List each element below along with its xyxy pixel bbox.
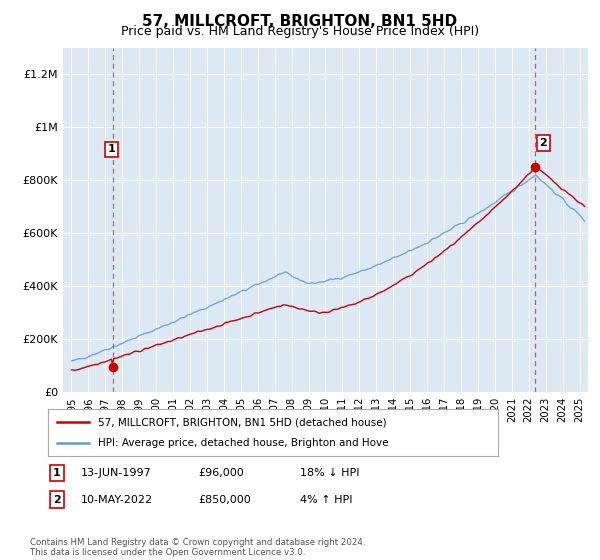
- Text: HPI: Average price, detached house, Brighton and Hove: HPI: Average price, detached house, Brig…: [97, 438, 388, 448]
- Text: 10-MAY-2022: 10-MAY-2022: [81, 494, 153, 505]
- Text: £850,000: £850,000: [198, 494, 251, 505]
- Text: 2: 2: [53, 494, 61, 505]
- Text: 13-JUN-1997: 13-JUN-1997: [81, 468, 152, 478]
- Text: £96,000: £96,000: [198, 468, 244, 478]
- Text: Price paid vs. HM Land Registry's House Price Index (HPI): Price paid vs. HM Land Registry's House …: [121, 25, 479, 38]
- Text: 4% ↑ HPI: 4% ↑ HPI: [300, 494, 353, 505]
- Text: 57, MILLCROFT, BRIGHTON, BN1 5HD: 57, MILLCROFT, BRIGHTON, BN1 5HD: [142, 14, 458, 29]
- Text: 57, MILLCROFT, BRIGHTON, BN1 5HD (detached house): 57, MILLCROFT, BRIGHTON, BN1 5HD (detach…: [97, 417, 386, 427]
- Text: Contains HM Land Registry data © Crown copyright and database right 2024.
This d: Contains HM Land Registry data © Crown c…: [30, 538, 365, 557]
- Text: 1: 1: [53, 468, 61, 478]
- Text: 18% ↓ HPI: 18% ↓ HPI: [300, 468, 359, 478]
- Text: 2: 2: [539, 138, 547, 148]
- Text: 1: 1: [107, 144, 115, 155]
